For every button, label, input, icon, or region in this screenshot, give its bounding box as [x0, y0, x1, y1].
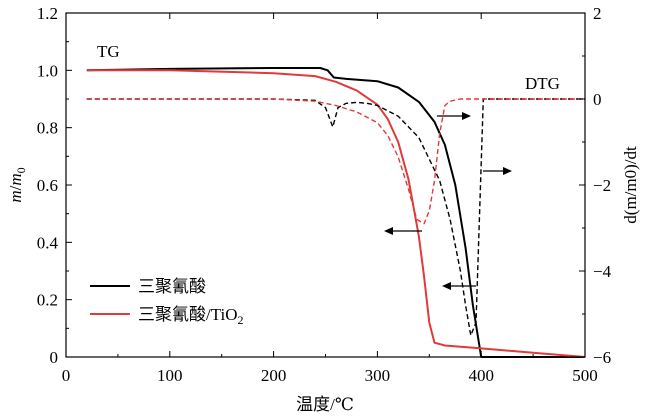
y-left-tick-label-0: 0: [50, 348, 59, 367]
series-tg-1: [86, 69, 586, 358]
y-right-tick-label-2: −2: [593, 176, 611, 195]
y-left-tick-label-2: 0.4: [37, 233, 59, 252]
y-left-axis-title: m/m0: [6, 167, 28, 202]
y-right-tick-label-0: −6: [593, 348, 611, 367]
y-right-axis-title: d(m/m0)/dt: [621, 146, 640, 224]
x-tick-label-2: 200: [261, 366, 287, 385]
legend-item-1: 三聚氰酸/TiO2: [90, 305, 244, 327]
x-tick-label-4: 400: [468, 366, 494, 385]
y-right-tick-label-3: 0: [593, 90, 602, 109]
series-dtg-2: [86, 98, 585, 337]
arrow-to-left-axis-1: [384, 227, 422, 235]
legend-label-1: 三聚氰酸/TiO2: [138, 305, 244, 327]
arrow-to-right-axis-1: [437, 112, 471, 120]
y-left-tick-label-3: 0.6: [37, 176, 58, 195]
series-dtg-3: [86, 98, 585, 225]
axes-layer: 0 100 200 300 400 500 0 0.2 0.4 0.6 0.8 1.0 1.2 −6 −4 −…: [37, 4, 612, 385]
series-tg-0: [86, 67, 585, 358]
x-tick-label-1: 100: [157, 366, 183, 385]
series-layer: [86, 67, 586, 358]
x-tick-label-0: 0: [62, 366, 71, 385]
arrow-to-left-axis-2: [442, 282, 476, 290]
y-left-tick-label-6: 1.2: [37, 4, 58, 23]
x-tick-label-3: 300: [365, 366, 391, 385]
x-axis-title: 温度/℃: [296, 395, 354, 414]
x-tick-label-5: 500: [572, 366, 598, 385]
arrows: [384, 112, 512, 290]
y-left-tick-label-4: 0.8: [37, 119, 58, 138]
tg-annotation: TG: [97, 42, 120, 61]
arrow-to-right-axis-2: [483, 167, 512, 175]
legend-label-0: 三聚氰酸: [138, 277, 206, 296]
y-right-tick-label-4: 2: [593, 4, 602, 23]
y-right-tick-label-1: −4: [593, 262, 612, 281]
y-left-tick-label-5: 1.0: [37, 61, 58, 80]
legend-item-0: 三聚氰酸: [90, 277, 206, 296]
dtg-annotation: DTG: [525, 74, 560, 93]
legend: 三聚氰酸 三聚氰酸/TiO2: [90, 277, 244, 327]
y-left-tick-label-1: 0.2: [37, 291, 58, 310]
